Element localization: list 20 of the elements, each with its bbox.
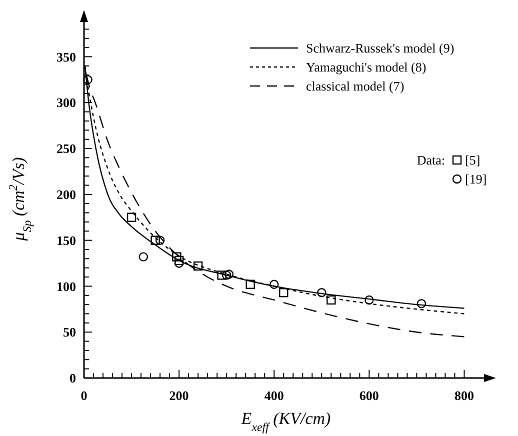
legend-label: Schwarz-Russek's model (9) — [306, 40, 454, 56]
y-tick-label: 350 — [56, 49, 76, 64]
x-tick-label: 600 — [359, 388, 379, 403]
annotation: Data: — [416, 152, 445, 168]
x-tick-label: 800 — [454, 388, 474, 403]
y-tick-label: 100 — [56, 278, 76, 294]
legend-label: Yamaguchi's model (8) — [306, 60, 426, 75]
y-tick-label: 150 — [56, 232, 76, 248]
legend-label: classical model (7) — [306, 78, 404, 94]
legend-label: [19] — [465, 172, 487, 187]
y-tick-label: 0 — [70, 370, 76, 386]
x-axis-title: E$_{xeff}$ (KV/cm) — [240, 409, 332, 434]
y-tick-label: 250 — [56, 141, 76, 156]
y-tick-label: 50 — [63, 324, 76, 340]
y-tick-label: 300 — [56, 95, 76, 110]
x-tick-label: 200 — [169, 388, 189, 403]
legend-label: [5] — [465, 152, 480, 168]
x-tick-label: 400 — [264, 388, 284, 403]
x-tick-label: 0 — [80, 388, 88, 403]
y-tick-label: 200 — [56, 186, 76, 202]
